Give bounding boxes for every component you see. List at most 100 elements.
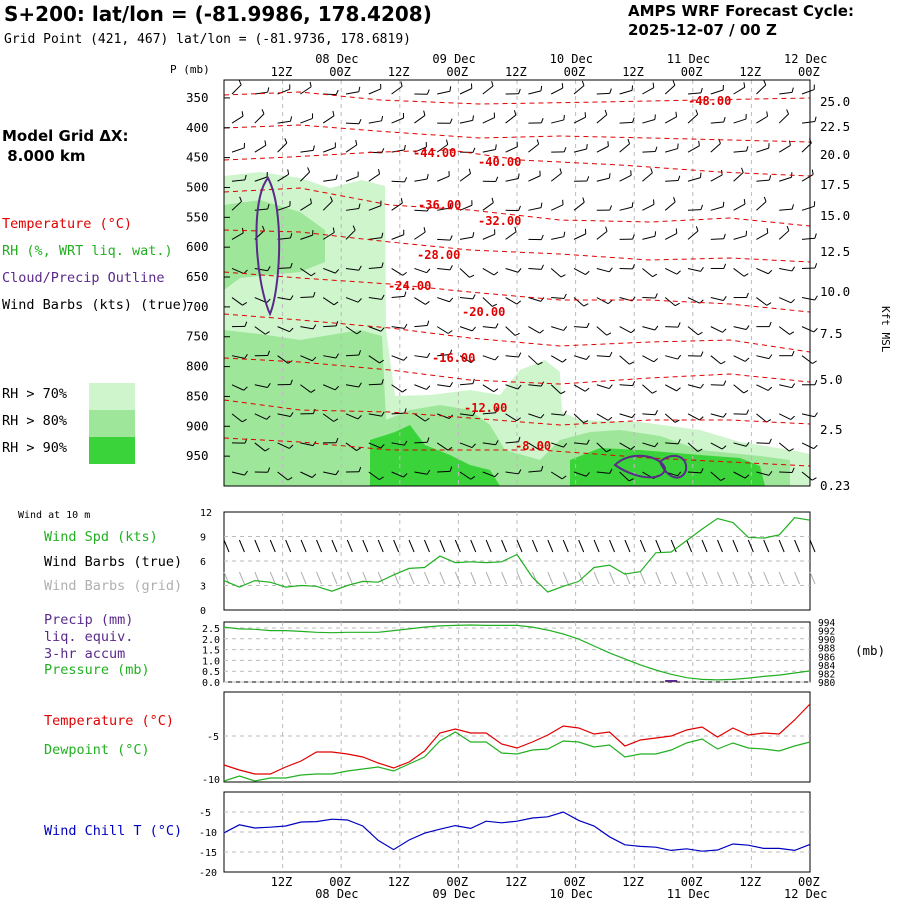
wind-barb <box>231 147 245 153</box>
temp-panel-frame <box>223 691 811 783</box>
surface-wind-barb-grid <box>562 571 569 585</box>
wind-barb <box>254 144 267 153</box>
wind-barb-flag <box>563 326 568 331</box>
wind-barb <box>322 297 335 306</box>
wind-barb-flag <box>471 443 476 448</box>
wind-barb <box>482 85 494 95</box>
wind-barb <box>345 384 359 388</box>
surface-wind-barb-grid <box>701 571 708 585</box>
wind-barb-flag <box>244 321 248 327</box>
legend-rh80-swatch <box>89 410 135 437</box>
surface-wind-barb <box>562 539 569 553</box>
wind-barb <box>596 177 610 182</box>
wind-barb-flag <box>287 477 293 481</box>
wind-barb <box>642 87 655 95</box>
wind-barb <box>300 268 312 277</box>
wind-barb <box>437 238 451 241</box>
surface-wind-barb-grid <box>686 571 693 585</box>
wind-barb <box>573 116 586 124</box>
precip-label-line1: Precip (mm) <box>44 612 134 628</box>
wind-barb-flag <box>766 228 769 234</box>
wind-barb-flag <box>743 198 746 205</box>
wind-barb-flag <box>307 167 311 173</box>
wind-barb <box>300 471 313 478</box>
wind-barb <box>231 471 245 476</box>
legend-wind-barbs: Wind Barbs (kts) (true) <box>2 297 189 313</box>
wind-barb-flag <box>561 83 564 89</box>
wind-barb-flag <box>563 293 567 299</box>
wind-barb-flag <box>381 232 384 238</box>
surface-wind-barb-grid <box>639 571 646 585</box>
surface-wind-barb <box>362 539 369 553</box>
wind-barb-flag <box>290 262 293 268</box>
wind-barb <box>231 413 243 423</box>
surface-wind-barb <box>686 539 693 553</box>
wind-barb-flag <box>632 234 635 240</box>
wind-barb <box>322 200 333 211</box>
temperature-contour <box>223 149 811 177</box>
wind-barb-flag <box>358 382 362 388</box>
wind-barb-flag <box>516 300 522 305</box>
wind-barb-flag <box>540 297 545 302</box>
pressure-tick-label: 500 <box>186 179 209 194</box>
wind-barb <box>437 354 451 357</box>
wind-barb-flag <box>607 299 613 305</box>
wind-barb-flag <box>789 140 791 146</box>
wind-barb <box>391 202 403 211</box>
pressure-ytick: 986 <box>818 652 835 663</box>
bottom-time-label: 00Z <box>798 875 820 889</box>
wind-barb <box>231 179 245 182</box>
wind-barb <box>414 115 426 124</box>
surface-wind-barb-grid <box>732 571 739 585</box>
wind-barb-flag <box>700 87 703 94</box>
surface-wind-barb <box>732 539 739 553</box>
surface-wind-barb <box>578 539 585 553</box>
wind-barb <box>619 121 633 124</box>
wind-barb <box>368 237 382 240</box>
wind-barb <box>300 296 314 299</box>
top-time-label: 12Z <box>505 65 527 79</box>
wind-barb <box>528 470 542 473</box>
wind-barb <box>391 85 403 95</box>
wind-barb-flag <box>744 474 750 479</box>
surface-wind-barb <box>346 539 353 553</box>
wind-barbs-true-label: Wind Barbs (true) <box>44 554 183 570</box>
surface-wind-barb <box>254 539 261 553</box>
wind-barb <box>801 413 815 418</box>
wind-barb <box>756 179 770 182</box>
temperature-contour-label: -16.00 <box>432 351 475 365</box>
wind-barb-flag <box>264 140 267 146</box>
surface-wind-barb-grid <box>593 571 600 585</box>
wind-barb-flag <box>586 143 588 150</box>
wind-barb <box>482 233 495 240</box>
pressure-tick-label: 950 <box>186 448 209 463</box>
surface-wind-barb <box>454 539 461 553</box>
wind-barb <box>778 413 792 420</box>
wind-barb <box>231 384 244 391</box>
wind-barb <box>323 384 336 391</box>
wind-barb <box>414 471 428 475</box>
wind-barb-flag <box>746 409 750 415</box>
wind-barb-flag <box>814 295 818 301</box>
wind-barb-flag <box>358 265 362 271</box>
wind-barb-flag <box>403 440 408 446</box>
bottom-time-label: 12Z <box>622 875 644 889</box>
wind-barb <box>573 85 585 95</box>
dewpoint-label: Dewpoint (°C) <box>44 742 150 758</box>
bottom-date-label: 12 Dec <box>784 887 827 900</box>
wind-barb-flag <box>609 468 613 474</box>
wind-barb <box>505 146 518 153</box>
wind-barb-flag <box>284 138 288 144</box>
wind-barb-flag <box>445 139 449 145</box>
surface-wind-barb-grid <box>300 571 307 585</box>
wind-barb <box>687 471 702 474</box>
wind-barb <box>368 173 380 182</box>
wind-barb <box>482 442 496 446</box>
wind-barb-flag <box>381 294 385 300</box>
wind-barb <box>710 297 724 301</box>
wind-barb-flag <box>494 472 499 477</box>
wind-barb-flag <box>561 475 567 480</box>
wind-barb-flag <box>495 323 499 329</box>
wind-barb <box>437 175 450 182</box>
height-tick-label: 7.5 <box>820 326 843 341</box>
